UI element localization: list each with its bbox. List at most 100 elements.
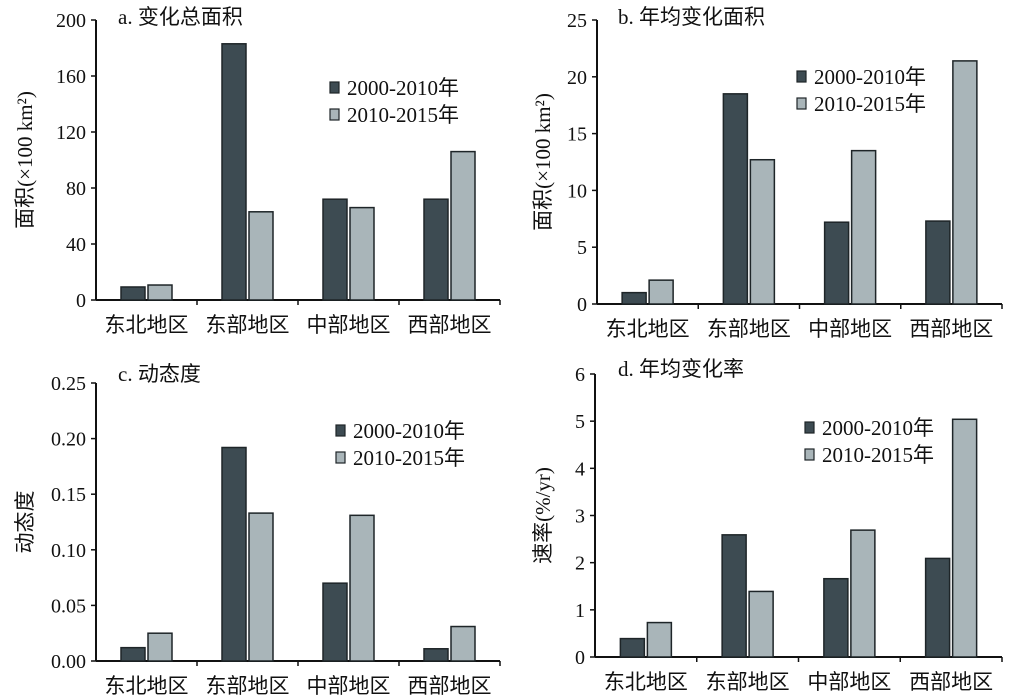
y-tick-label: 5 [575, 411, 585, 433]
bar-2010-2015-2 [349, 206, 375, 301]
y-tick-label: 25 [567, 10, 587, 32]
bar-2000-2010-0 [120, 286, 146, 301]
x-tick-label: 中部地区 [307, 313, 391, 337]
y-tick-label: 0 [577, 294, 587, 316]
x-tick-label: 东北地区 [105, 313, 189, 337]
chart-title: c. 动态度 [118, 362, 201, 386]
x-tick-label: 中部地区 [307, 674, 391, 698]
bar-2010-2015-3 [951, 418, 978, 658]
x-tick-label: 西部地区 [408, 674, 492, 698]
y-tick-label: 0.00 [51, 651, 86, 673]
y-tick-label: 0.15 [51, 484, 86, 506]
bar-2010-2015-1 [748, 590, 774, 658]
legend-swatch [804, 448, 815, 461]
legend-swatch [329, 108, 340, 121]
chart-title: b. 年均变化面积 [618, 5, 765, 29]
legend-label: 2000-2010年 [822, 416, 934, 440]
y-axis-label: 面积(×100 km²) [531, 93, 555, 231]
x-tick-label: 东部地区 [206, 674, 290, 698]
y-axis-label: 动态度 [13, 491, 37, 554]
legend-label: 2000-2010年 [814, 65, 926, 89]
bar-2000-2010-0 [621, 291, 647, 305]
bar-2000-2010-2 [322, 198, 348, 301]
y-tick-label: 20 [567, 67, 587, 89]
y-tick-label: 40 [66, 234, 86, 256]
x-tick-label: 东部地区 [706, 670, 790, 694]
chart-panel-a: 0 40 80 120 160 200 东北地区 东部地区 中部地区 西部地区 a. 变化总面积面积… [13, 5, 501, 337]
bar-2000-2010-3 [423, 198, 449, 301]
chart-title: a. 变化总面积 [118, 5, 243, 29]
x-tick-label: 东部地区 [707, 317, 791, 341]
legend-label: 2000-2010年 [353, 419, 465, 443]
bar-2010-2015-0 [147, 632, 173, 662]
chart-panel-c: 0.00 0.05 0.10 0.15 0.20 0.25 东北地区 东部地区 中部地区 西部地区… [13, 362, 501, 698]
y-tick-label: 200 [56, 10, 86, 32]
bar-2000-2010-3 [423, 648, 449, 662]
legend-label: 2010-2015年 [822, 443, 934, 467]
y-tick-label: 3 [575, 506, 585, 528]
bar-2000-2010-0 [120, 646, 146, 662]
y-tick-label: 0 [575, 647, 585, 669]
x-tick-label: 中部地区 [807, 670, 891, 694]
y-tick-label: 0.10 [51, 540, 86, 562]
legend-swatch [329, 81, 340, 94]
y-axis-label: 面积(×100 km²) [13, 91, 37, 229]
y-tick-label: 80 [66, 178, 86, 200]
x-tick-label: 东部地区 [206, 313, 290, 337]
legend-label: 2010-2015年 [814, 92, 926, 116]
bar-2010-2015-3 [450, 625, 476, 662]
bar-2000-2010-0 [619, 637, 646, 658]
y-tick-label: 5 [577, 237, 587, 259]
bar-2000-2010-2 [322, 582, 348, 662]
y-tick-label: 2 [575, 553, 585, 575]
bar-2000-2010-1 [221, 446, 247, 662]
bar-2010-2015-0 [648, 279, 674, 305]
y-axis-label: 速率(%/yr) [531, 467, 555, 564]
y-tick-label: 4 [575, 458, 585, 480]
y-tick-label: 0.05 [51, 595, 86, 617]
bar-2010-2015-3 [450, 150, 476, 301]
bar-2010-2015-1 [248, 512, 274, 662]
x-tick-label: 东北地区 [606, 317, 690, 341]
x-tick-label: 西部地区 [408, 313, 492, 337]
x-tick-label: 东北地区 [105, 674, 189, 698]
x-tick-label: 东北地区 [604, 670, 688, 694]
legend-swatch [335, 424, 346, 437]
legend-swatch [796, 70, 807, 83]
x-tick-label: 中部地区 [808, 317, 892, 341]
bar-2010-2015-2 [850, 149, 877, 305]
bar-2010-2015-3 [952, 60, 978, 305]
chart-title: d. 年均变化率 [618, 357, 744, 381]
legend-label: 2000-2010年 [347, 76, 459, 100]
bar-2000-2010-3 [925, 220, 951, 305]
bar-2000-2010-1 [722, 93, 749, 305]
bar-2010-2015-0 [646, 621, 673, 658]
y-tick-label: 10 [567, 180, 587, 202]
y-tick-label: 6 [575, 364, 585, 386]
y-tick-label: 120 [56, 122, 86, 144]
legend-swatch [804, 421, 815, 434]
bar-2000-2010-1 [221, 43, 247, 301]
bar-2010-2015-0 [147, 284, 173, 301]
legend-label: 2010-2015年 [353, 446, 465, 470]
bar-2000-2010-3 [924, 557, 951, 658]
y-tick-label: 0.25 [51, 373, 86, 395]
bar-2010-2015-1 [749, 158, 776, 305]
y-tick-label: 0 [76, 290, 86, 312]
legend-swatch [796, 97, 807, 110]
bar-2000-2010-1 [721, 534, 747, 658]
bar-2000-2010-2 [823, 577, 849, 658]
legend-label: 2010-2015年 [347, 103, 459, 127]
y-tick-label: 0.20 [51, 429, 86, 451]
y-tick-label: 160 [56, 66, 86, 88]
legend-swatch [335, 451, 346, 464]
bar-2000-2010-2 [823, 221, 850, 305]
y-tick-label: 1 [575, 600, 585, 622]
x-tick-label: 西部地区 [909, 317, 993, 341]
bar-2010-2015-1 [248, 211, 274, 301]
bar-2010-2015-2 [349, 514, 375, 662]
y-tick-label: 15 [567, 124, 587, 146]
bar-2010-2015-2 [850, 529, 876, 658]
